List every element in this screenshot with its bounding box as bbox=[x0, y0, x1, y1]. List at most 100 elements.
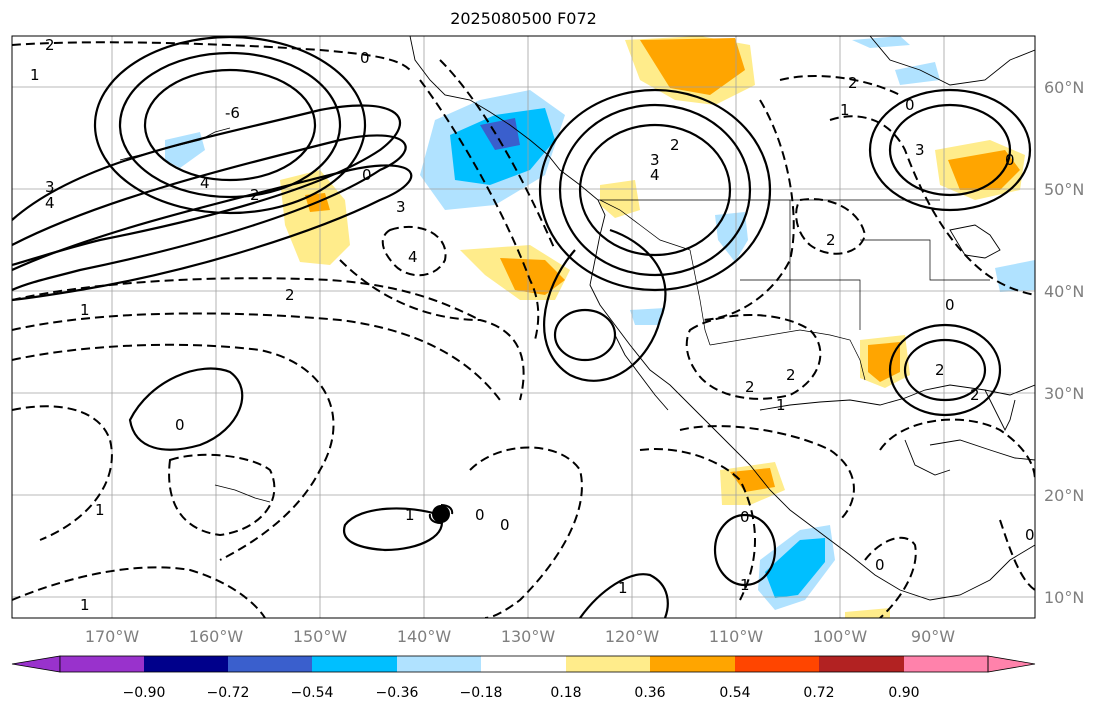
contour-label: 4 bbox=[200, 174, 210, 192]
anomaly-positive bbox=[845, 608, 890, 618]
contour-label: 2 bbox=[848, 74, 858, 92]
colorbar-label: 0.18 bbox=[550, 685, 581, 701]
lon-tick-label: 110°W bbox=[709, 627, 764, 646]
anomaly-positive bbox=[730, 468, 775, 492]
map-plot-area: 0 2 2 1 -6 4 3 4 2 0 3 4 2 1 2 3 4 0 3 2… bbox=[12, 36, 1035, 618]
contour-label: 1 bbox=[840, 101, 850, 119]
contour-label: 4 bbox=[45, 194, 55, 212]
yucatan bbox=[904, 439, 951, 476]
contour-label: 1 bbox=[80, 596, 90, 614]
contour-label: 0 bbox=[875, 556, 885, 574]
florida-coast bbox=[984, 389, 1016, 432]
contour-label: 0 bbox=[1005, 151, 1015, 169]
colorbar-label: −0.18 bbox=[460, 685, 503, 701]
colorbar-label: 0.36 bbox=[634, 685, 665, 701]
lat-tick-label: 30°N bbox=[1044, 384, 1084, 403]
lon-tick-labels: 170°W 160°W 150°W 140°W 130°W 120°W 110°… bbox=[85, 627, 955, 646]
contour-label: 4 bbox=[408, 248, 418, 266]
contour-label: 3 bbox=[915, 141, 925, 159]
contour-label: 2 bbox=[250, 186, 260, 204]
contour-label: 3 bbox=[396, 198, 406, 216]
colorbar-segment bbox=[650, 656, 735, 672]
contour-label: 0 bbox=[475, 506, 485, 524]
contour-label: 3 bbox=[650, 151, 660, 169]
contour-label: 1 bbox=[405, 506, 415, 524]
contour-label: 1 bbox=[80, 301, 90, 319]
anomaly-negative bbox=[995, 260, 1035, 292]
cuba bbox=[929, 439, 1035, 461]
colorbar-border bbox=[59, 655, 989, 673]
anomaly-positive bbox=[868, 342, 900, 382]
anomaly-negative bbox=[852, 36, 910, 48]
contour-label: 2 bbox=[745, 378, 755, 396]
colorbar-label: 0.90 bbox=[888, 685, 919, 701]
lon-tick-label: 120°W bbox=[605, 627, 660, 646]
hudson-bay bbox=[869, 36, 1035, 86]
shaded-anomalies bbox=[165, 36, 1035, 618]
contour-label: -6 bbox=[225, 104, 240, 122]
lat-tick-label: 50°N bbox=[1044, 180, 1084, 199]
colorbar-label: −0.54 bbox=[291, 685, 334, 701]
colorbar-segment bbox=[397, 656, 481, 672]
hurricane-marker bbox=[428, 504, 454, 524]
contour-label: 1 bbox=[95, 501, 105, 519]
anomaly-positive bbox=[600, 180, 640, 218]
colorbar-extend-high bbox=[987, 655, 1036, 673]
contour-label: 1 bbox=[618, 579, 628, 597]
contour-label: 0 bbox=[500, 516, 510, 534]
lat-tick-label: 10°N bbox=[1044, 588, 1084, 607]
contour-label: 0 bbox=[360, 49, 370, 67]
colorbar-label: −0.72 bbox=[207, 685, 250, 701]
gridlines bbox=[12, 36, 1035, 618]
colorbar-segment bbox=[904, 656, 988, 672]
colorbar-segment bbox=[312, 656, 397, 672]
contours-negative bbox=[12, 41, 1035, 618]
alaska-coast bbox=[409, 36, 1035, 601]
colorbar-segment bbox=[735, 656, 819, 672]
contour-label: 0 bbox=[1025, 526, 1035, 544]
colorbar-segment bbox=[819, 656, 904, 672]
anomaly-negative bbox=[630, 308, 665, 325]
colorbar-segment bbox=[60, 656, 144, 672]
lon-tick-label: 150°W bbox=[293, 627, 348, 646]
map-title: 2025080500 F072 bbox=[450, 9, 597, 28]
anomaly-positive bbox=[280, 170, 350, 265]
anomaly-positive bbox=[500, 258, 565, 295]
hawaii-islands bbox=[214, 484, 271, 503]
contour-label: 1 bbox=[776, 396, 786, 414]
colorbar-segment bbox=[566, 656, 650, 672]
contour-label: 0 bbox=[362, 166, 372, 184]
contour-label: 2 bbox=[786, 366, 796, 384]
contour-label: 0 bbox=[905, 96, 915, 114]
contour-label: 0 bbox=[740, 508, 750, 526]
colorbar-segment bbox=[144, 656, 228, 672]
lon-tick-label: 130°W bbox=[501, 627, 556, 646]
colorbar: −0.90 −0.72 −0.54 −0.36 −0.18 0.18 0.36 … bbox=[11, 655, 1036, 701]
anomaly-positive bbox=[640, 38, 745, 95]
contour-label: 3 bbox=[45, 178, 55, 196]
contour-label: 2 bbox=[970, 386, 980, 404]
contour-label: 2 bbox=[935, 361, 945, 379]
colorbar-extend-low bbox=[11, 655, 61, 673]
contour-label: 0 bbox=[175, 416, 185, 434]
lat-tick-label: 60°N bbox=[1044, 78, 1084, 97]
anomaly-negative bbox=[895, 62, 940, 85]
anomaly-negative bbox=[715, 212, 748, 262]
lon-tick-label: 140°W bbox=[397, 627, 452, 646]
contour-label: 2 bbox=[285, 286, 295, 304]
baja-coast bbox=[614, 334, 669, 411]
colorbar-segment bbox=[228, 656, 312, 672]
contours-positive bbox=[12, 36, 1032, 618]
contour-label: 1 bbox=[740, 576, 750, 594]
lon-tick-label: 160°W bbox=[189, 627, 244, 646]
contour-label: 4 bbox=[650, 166, 660, 184]
contour-labels: 0 2 2 1 -6 4 3 4 2 0 3 4 2 1 2 3 4 0 3 2… bbox=[30, 36, 1035, 614]
contour-label: 2 bbox=[670, 136, 680, 154]
map-border bbox=[11, 35, 1036, 619]
lon-tick-label: 100°W bbox=[813, 627, 868, 646]
contour-label: 1 bbox=[30, 66, 40, 84]
colorbar-segment bbox=[481, 656, 566, 672]
colorbar-label: −0.36 bbox=[376, 685, 419, 701]
colorbar-label: −0.90 bbox=[123, 685, 166, 701]
